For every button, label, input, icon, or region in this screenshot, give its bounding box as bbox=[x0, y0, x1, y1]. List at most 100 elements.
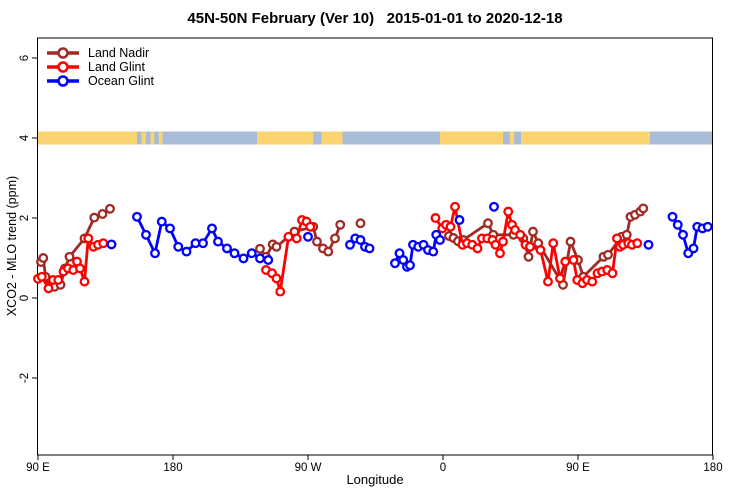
series-land-glint-point bbox=[587, 276, 598, 287]
y-axis-label: XCO2 - MLO trend (ppm) bbox=[5, 175, 19, 317]
series-land-nadir-point bbox=[255, 243, 265, 254]
series-ocean-glint-point bbox=[405, 260, 415, 271]
legend-item-ocean-glint: Ocean Glint bbox=[46, 74, 154, 88]
series-land-nadir-point bbox=[271, 241, 282, 252]
strip-land bbox=[440, 131, 503, 145]
series-ocean-glint-point bbox=[345, 239, 355, 250]
series-land-nadir-point bbox=[638, 203, 649, 214]
series-land-glint-point bbox=[430, 213, 441, 223]
series-land-glint-point bbox=[98, 238, 109, 249]
strip-land bbox=[141, 131, 146, 145]
series-ocean-glint-point bbox=[303, 231, 313, 242]
y-tick-label: 0 bbox=[19, 295, 31, 301]
series-land-nadir-point bbox=[528, 226, 538, 237]
ocean-glint-marker-icon bbox=[47, 75, 79, 87]
legend-item-land-glint: Land Glint bbox=[46, 60, 154, 74]
series-land-glint-point bbox=[543, 276, 553, 287]
legend-label: Ocean Glint bbox=[88, 74, 155, 88]
series-land-glint-point bbox=[291, 233, 302, 244]
series-land-nadir-point bbox=[97, 209, 108, 219]
series-land-nadir-point bbox=[323, 246, 334, 257]
series-land-nadir-point bbox=[565, 236, 576, 247]
strip-land bbox=[321, 131, 343, 145]
land-nadir-marker-icon bbox=[47, 47, 79, 59]
series-land-nadir-point bbox=[105, 203, 115, 214]
series-ocean-glint-point bbox=[678, 229, 688, 240]
y-tick-label: -2 bbox=[19, 373, 31, 383]
series-land-glint-point bbox=[472, 243, 483, 254]
series-land-glint-point bbox=[271, 273, 282, 284]
series-land-glint-point bbox=[560, 256, 571, 267]
plot-box bbox=[37, 37, 713, 456]
series-ocean-glint-point bbox=[238, 253, 249, 264]
series-land-nadir-point bbox=[335, 219, 346, 230]
series-land-nadir-point bbox=[523, 251, 534, 262]
series-ocean-glint-point bbox=[489, 201, 499, 212]
series-land-glint-point bbox=[445, 221, 456, 232]
x-tick-label: 0 bbox=[440, 462, 446, 474]
series-land-nadir-point bbox=[621, 229, 632, 240]
series-land-glint-point bbox=[79, 276, 90, 287]
series-ocean-glint-point bbox=[198, 238, 208, 249]
series-land-glint-point bbox=[607, 268, 618, 279]
series-land-nadir-point bbox=[89, 212, 100, 223]
legend-label: Land Nadir bbox=[88, 46, 150, 60]
series-ocean-glint-point bbox=[229, 248, 240, 259]
y-tick-label: 6 bbox=[19, 55, 31, 61]
series-land-glint-point bbox=[632, 238, 643, 249]
strip-land bbox=[158, 131, 163, 145]
series-land-glint-point bbox=[83, 233, 94, 244]
series-land-glint-point bbox=[450, 201, 460, 212]
series-land-glint-point bbox=[555, 273, 565, 284]
series-ocean-glint-point bbox=[106, 239, 117, 250]
series-land-glint-point bbox=[515, 229, 526, 240]
series-ocean-glint-point bbox=[165, 223, 175, 234]
series-ocean-glint-point bbox=[672, 219, 683, 230]
series-ocean-glint-point bbox=[141, 229, 151, 240]
series-ocean-glint-point bbox=[667, 211, 678, 222]
strip-land bbox=[257, 131, 314, 145]
x-tick-label: 90 E bbox=[566, 462, 590, 474]
series-land-nadir-point bbox=[330, 233, 340, 244]
strip-land bbox=[521, 131, 650, 145]
series-ocean-glint-point bbox=[364, 243, 375, 254]
chart-title: 45N-50N February (Ver 10) 2015-01-01 to … bbox=[187, 10, 563, 27]
series-ocean-glint-point bbox=[132, 211, 142, 222]
series-ocean-glint-point bbox=[156, 216, 167, 227]
series-land-glint-point bbox=[36, 271, 47, 282]
series-land-glint-point bbox=[498, 236, 508, 247]
series-land-glint-point bbox=[53, 275, 64, 285]
series-land-glint-point bbox=[535, 245, 546, 255]
series-land-glint-point bbox=[283, 231, 294, 242]
series-ocean-glint-point bbox=[207, 223, 217, 234]
series-land-nadir-point bbox=[355, 218, 366, 229]
series-land-glint-point bbox=[495, 248, 505, 259]
series-ocean-glint-point bbox=[181, 246, 192, 257]
series-land-nadir-point bbox=[483, 218, 493, 229]
legend: Land Nadir Land Glint Ocean Glint bbox=[46, 46, 154, 88]
series-ocean-glint-point bbox=[255, 253, 265, 264]
series-ocean-glint-point bbox=[173, 241, 184, 252]
series-ocean-glint-point bbox=[702, 221, 713, 232]
series-land-glint-point bbox=[275, 286, 286, 297]
series-land-nadir-point bbox=[64, 251, 75, 262]
x-tick-label: 90 E bbox=[26, 462, 50, 474]
series-ocean-glint-point bbox=[435, 235, 445, 245]
series-ocean-glint-point bbox=[222, 243, 232, 254]
series-land-nadir-point bbox=[38, 253, 49, 263]
series-ocean-glint-point bbox=[355, 235, 366, 245]
y-tick-label: 2 bbox=[19, 215, 31, 221]
x-tick-label: 180 bbox=[163, 462, 182, 474]
series-land-glint-point bbox=[75, 263, 85, 274]
series-ocean-glint-point bbox=[246, 248, 257, 259]
series-ocean-glint-point bbox=[213, 236, 223, 247]
legend-item-land-nadir: Land Nadir bbox=[46, 46, 154, 60]
x-tick-label: 90 W bbox=[295, 462, 322, 474]
land-glint-marker-icon bbox=[47, 61, 79, 73]
series-land-glint-point bbox=[612, 233, 622, 244]
series-land-glint-point bbox=[548, 238, 559, 249]
series-land-glint-point bbox=[568, 255, 579, 265]
series-land-glint-point bbox=[43, 283, 54, 294]
